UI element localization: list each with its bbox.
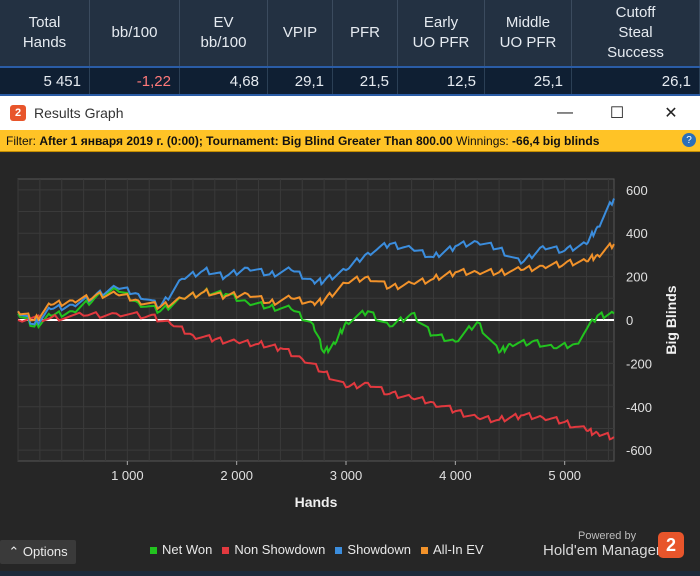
stat-header-1[interactable]: bb/100 <box>90 0 180 66</box>
legend-swatch <box>222 547 230 555</box>
title-bar[interactable]: 2 Results Graph — ☐ ✕ <box>0 96 700 130</box>
stat-header-3[interactable]: VPIP <box>268 0 333 66</box>
legend-item[interactable]: Showdown <box>335 542 411 557</box>
stat-header-7[interactable]: Cutoff Steal Success <box>572 0 700 66</box>
x-tick-label: 4 000 <box>439 468 472 483</box>
stat-header-6[interactable]: Middle UO PFR <box>485 0 572 66</box>
y-tick-label: -200 <box>626 356 652 371</box>
chart-legend: Net Won Non Showdown Showdown All-In EV <box>150 542 484 557</box>
winnings-value: -66,4 big blinds <box>512 133 600 148</box>
x-tick-label: 3 000 <box>330 468 363 483</box>
series-line <box>17 286 615 355</box>
legend-swatch <box>150 547 157 555</box>
series-line <box>17 241 615 322</box>
y-axis-label: Big Blinds <box>663 285 679 354</box>
y-tick-label: 400 <box>626 226 648 241</box>
hem-logo-icon: 2 <box>658 532 684 558</box>
results-chart: 1 000 2 000 3 000 4 000 5 000 600 400 200 0 -200 -… <box>17 178 679 510</box>
legend-label: Showdown <box>347 542 412 557</box>
legend-item[interactable]: Non Showdown <box>222 542 325 557</box>
options-button[interactable]: ⌃ Options <box>0 540 76 564</box>
stat-value-0: 5 451 <box>0 68 90 94</box>
legend-label: Net Won <box>162 542 213 557</box>
stat-value-7: 26,1 <box>572 68 700 94</box>
stat-value-4: 21,5 <box>333 68 398 94</box>
x-tick-label: 5 000 <box>548 468 581 483</box>
series-line <box>17 198 615 326</box>
filter-label: Filter: <box>6 133 36 148</box>
stat-value-5: 12,5 <box>398 68 485 94</box>
results-graph-window: 2 Results Graph — ☐ ✕ Filter: After 1 ян… <box>0 96 700 571</box>
x-axis-label: Hands <box>295 494 338 510</box>
close-button[interactable]: ✕ <box>664 105 678 122</box>
app-icon: 2 <box>10 105 26 121</box>
legend-item[interactable]: Net Won <box>150 542 212 557</box>
minimize-button[interactable]: — <box>557 104 573 121</box>
stat-value-1: -1,22 <box>90 68 180 94</box>
legend-label: All-In EV <box>433 542 484 557</box>
x-tick-label: 1 000 <box>111 468 144 483</box>
filter-text: After 1 января 2019 г. (0:00); Tournamen… <box>39 133 453 148</box>
x-tick-label: 2 000 <box>220 468 253 483</box>
series-line <box>17 310 615 441</box>
winnings-label: Winnings: <box>456 133 509 148</box>
legend-item[interactable]: All-In EV <box>421 542 484 557</box>
maximize-button[interactable]: ☐ <box>609 105 625 122</box>
stat-header-5[interactable]: Early UO PFR <box>398 0 485 66</box>
y-tick-label: 0 <box>626 313 633 328</box>
window-title: Results Graph <box>34 105 124 121</box>
legend-swatch <box>335 547 343 555</box>
y-tick-label: -600 <box>626 443 652 458</box>
stat-header-2[interactable]: EV bb/100 <box>180 0 268 66</box>
stat-value-2: 4,68 <box>180 68 268 94</box>
y-tick-label: 200 <box>626 270 648 285</box>
stat-value-6: 25,1 <box>485 68 572 94</box>
results-graph: 1 000 2 000 3 000 4 000 5 000 600 400 200 0 -200 -… <box>0 153 700 571</box>
stats-header: Total Hands bb/100 EV bb/100 VPIP PFR Early U… <box>0 0 700 66</box>
stat-value-3: 29,1 <box>268 68 333 94</box>
y-tick-label: -400 <box>626 400 652 415</box>
brand-name: Hold'em Manager <box>543 542 661 559</box>
filter-bar: Filter: After 1 января 2019 г. (0:00); T… <box>0 130 700 152</box>
legend-swatch <box>421 547 429 555</box>
powered-by: Powered by <box>578 530 637 542</box>
y-tick-label: 600 <box>626 183 648 198</box>
stat-header-4[interactable]: PFR <box>333 0 398 66</box>
legend-label: Non Showdown <box>234 542 326 557</box>
help-icon[interactable]: ? <box>682 133 696 147</box>
stats-values-row[interactable]: 5 451 -1,22 4,68 29,1 21,5 12,5 25,1 26,1 <box>0 66 700 96</box>
stat-header-0[interactable]: Total Hands <box>0 0 90 66</box>
